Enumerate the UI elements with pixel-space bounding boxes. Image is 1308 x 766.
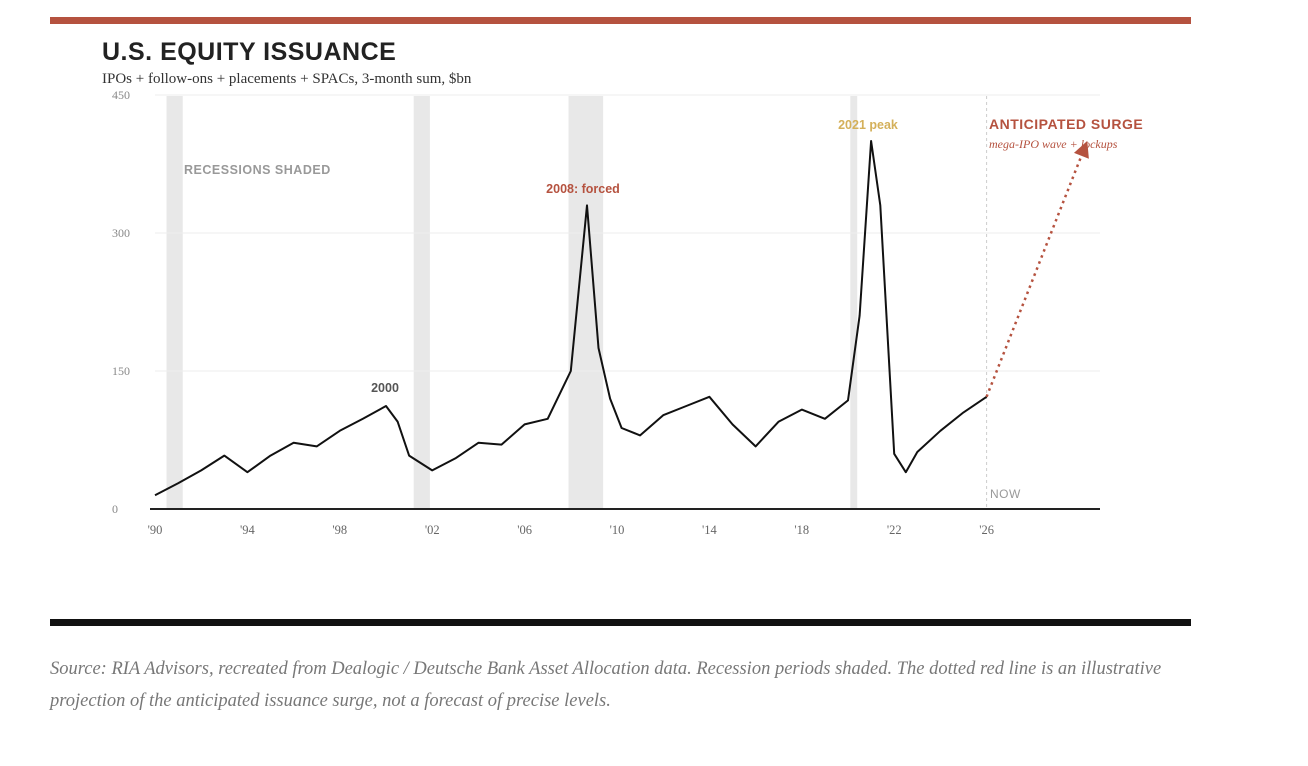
chart-area: 0 150 300 450 '90 '94 '98 '02 '06 '10 '14 '18 '22 '2…	[112, 88, 1143, 537]
recession-band-1	[413, 96, 430, 509]
series-line-issuance	[154, 140, 988, 497]
y-tick-label-0: 0	[112, 502, 118, 516]
x-tick-label-1998: '98	[332, 523, 347, 537]
recession-band-0	[166, 96, 183, 509]
recessions-shaded-label: RECESSIONS SHADED	[184, 163, 331, 177]
annotation-2000: 2000	[371, 381, 399, 395]
x-tick-label-2026: '26	[979, 523, 994, 537]
anticipated-surge-sublabel: mega-IPO wave + lockups	[989, 137, 1118, 151]
y-tick-label-450: 450	[112, 88, 130, 102]
source-note: Source: RIA Advisors, recreated from Dea…	[50, 659, 1162, 711]
top-rule	[50, 17, 1191, 24]
x-tick-label-2022: '22	[887, 523, 902, 537]
projection-line	[985, 149, 1085, 398]
x-tick-label-2018: '18	[794, 523, 809, 537]
x-tick-label-1990: '90	[148, 523, 163, 537]
x-tick-label-1994: '94	[240, 523, 256, 537]
y-tick-label-300: 300	[112, 226, 130, 240]
annotation-2021-peak: 2021 peak	[838, 118, 898, 132]
recession-bands	[166, 96, 858, 509]
x-tick-labels: '90 '94 '98 '02 '06 '10 '14 '18 '22 '26	[148, 523, 994, 537]
anticipated-surge-label: ANTICIPATED SURGE	[989, 116, 1143, 132]
x-tick-label-2014: '14	[702, 523, 718, 537]
now-label: NOW	[990, 487, 1021, 501]
projection-arrowhead	[1073, 140, 1089, 159]
x-tick-label-2002: '02	[425, 523, 440, 537]
chart-subtitle: IPOs + follow-ons + placements + SPACs, …	[102, 71, 472, 87]
bottom-rule	[50, 619, 1191, 626]
y-tick-label-150: 150	[112, 364, 130, 378]
x-tick-label-2010: '10	[610, 523, 625, 537]
x-tick-label-2006: '06	[517, 523, 532, 537]
gridlines	[155, 94, 1100, 372]
recession-band-2	[568, 96, 604, 509]
recession-band-3	[850, 96, 858, 509]
y-tick-labels: 0 150 300 450	[112, 88, 130, 516]
annotation-2008-forced: 2008: forced	[546, 182, 620, 196]
chart-title: U.S. EQUITY ISSUANCE	[102, 38, 397, 66]
